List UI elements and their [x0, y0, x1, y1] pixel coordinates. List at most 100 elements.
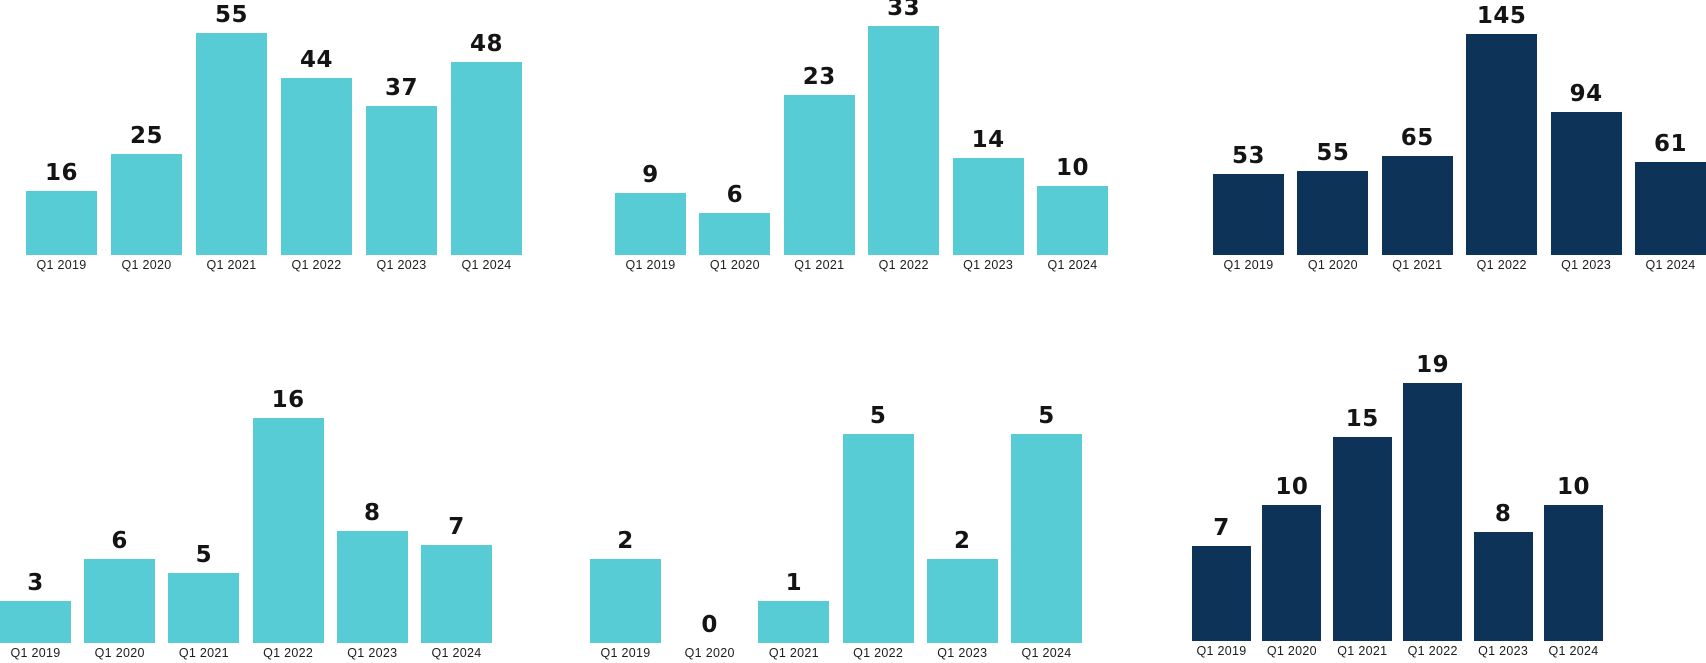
bar: [590, 559, 661, 643]
bar-chart-top-center: 9 Q1 2019 6 Q1 2020 23 Q1 2021 33 Q1 2022 14 Q1 2…: [615, 0, 1108, 272]
axis-tick-label: Q1 2024: [1047, 258, 1098, 272]
bar-value-label: 65: [1400, 125, 1434, 151]
bar: [196, 33, 267, 255]
axis-tick-label: Q1 2020: [709, 258, 760, 272]
axis-tick-label: Q1 2022: [263, 646, 314, 660]
bar: [1544, 505, 1603, 641]
bar-value-label: 19: [1416, 352, 1450, 378]
axis-tick-label: Q1 2023: [1478, 644, 1529, 658]
bar: [868, 26, 940, 255]
bar-chart-bottom-right: 7 Q1 2019 10 Q1 2020 15 Q1 2021 19 Q1 2022 8 Q1 2…: [1192, 328, 1603, 663]
bar: [1262, 505, 1322, 641]
bar: [1332, 437, 1392, 641]
bar-value-label: 48: [469, 31, 503, 57]
bar: [84, 559, 156, 643]
bar: [783, 95, 855, 255]
bar-value-label: 44: [299, 47, 333, 73]
axis-tick-label: Q1 2021: [206, 258, 257, 272]
bar-value-label: 0: [701, 612, 718, 638]
axis-tick-label: Q1 2022: [1407, 644, 1458, 658]
bar: [252, 418, 324, 643]
axis-tick-label: Q1 2022: [853, 646, 904, 660]
bar-value-label: 5: [869, 403, 887, 429]
bar-value-label: 33: [887, 0, 921, 21]
bar-value-label: 145: [1476, 3, 1527, 29]
bar: [421, 545, 492, 643]
bar: [451, 62, 522, 255]
axis-tick-label: Q1 2021: [1392, 258, 1443, 272]
bar: [842, 434, 914, 643]
axis-tick-label: Q1 2024: [1548, 644, 1599, 658]
axis-tick-label: Q1 2023: [963, 258, 1014, 272]
axis-tick-label: Q1 2021: [794, 258, 845, 272]
bar-value-label: 1: [785, 570, 803, 596]
bar-value-label: 55: [214, 2, 248, 28]
bar-value-label: 9: [642, 162, 659, 188]
bar-chart-top-left: 16 Q1 2019 25 Q1 2020 55 Q1 2021 44 Q1 2022 37 Q1…: [26, 0, 522, 272]
axis-tick-label: Q1 2023: [937, 646, 988, 660]
bar: [1037, 186, 1108, 255]
bar-chart-bottom-left: 3 Q1 2019 6 Q1 2020 5 Q1 2021 16 Q1 2022 8 Q1 202…: [0, 330, 492, 663]
bar: [952, 158, 1024, 255]
bar-value-label: 2: [617, 528, 634, 554]
axis-tick-label: Q1 2019: [36, 258, 87, 272]
axis-tick-label: Q1 2019: [10, 646, 61, 660]
bar-value-label: 7: [1213, 515, 1230, 541]
axis-tick-label: Q1 2020: [1266, 644, 1317, 658]
axis-tick-label: Q1 2022: [1476, 258, 1527, 272]
axis-tick-label: Q1 2024: [1645, 258, 1696, 272]
bar: [111, 154, 182, 255]
bar: [1297, 171, 1369, 255]
axis-tick-label: Q1 2024: [1021, 646, 1072, 660]
bar-value-label: 10: [1275, 474, 1309, 500]
bar-value-label: 37: [384, 75, 418, 101]
axis-tick-label: Q1 2021: [768, 646, 819, 660]
bar-value-label: 55: [1316, 140, 1350, 166]
axis-tick-label: Q1 2023: [1561, 258, 1612, 272]
bar: [758, 601, 830, 643]
bar-value-label: 6: [111, 528, 128, 554]
axis-tick-label: Q1 2019: [1196, 644, 1247, 658]
axis-tick-label: Q1 2024: [431, 646, 482, 660]
axis-tick-label: Q1 2020: [94, 646, 145, 660]
axis-tick-label: Q1 2020: [121, 258, 172, 272]
axis-tick-label: Q1 2020: [1307, 258, 1358, 272]
axis-tick-label: Q1 2023: [376, 258, 427, 272]
axis-tick-label: Q1 2023: [347, 646, 398, 660]
bar-value-label: 6: [726, 182, 744, 208]
bar: [1473, 532, 1533, 641]
bar-value-label: 10: [1556, 474, 1590, 500]
axis-tick-label: Q1 2019: [1223, 258, 1274, 272]
bar: [1635, 162, 1706, 255]
bar: [1213, 174, 1284, 255]
bar-value-label: 16: [44, 160, 78, 186]
bar: [336, 531, 408, 643]
bar-value-label: 8: [1494, 501, 1512, 527]
bar: [1466, 34, 1538, 255]
axis-tick-label: Q1 2021: [178, 646, 229, 660]
bar: [1192, 546, 1251, 641]
axis-tick-label: Q1 2020: [684, 646, 735, 660]
bar-value-label: 61: [1653, 131, 1687, 157]
bar: [1403, 383, 1463, 641]
bar-value-label: 16: [271, 387, 305, 413]
bar-value-label: 25: [129, 123, 163, 149]
axis-tick-label: Q1 2019: [600, 646, 651, 660]
bar-value-label: 2: [954, 528, 971, 554]
bar: [1381, 156, 1453, 255]
bar: [615, 193, 686, 255]
axis-tick-label: Q1 2024: [461, 258, 512, 272]
bar-value-label: 5: [195, 542, 213, 568]
bar: [281, 78, 352, 255]
bar-value-label: 94: [1569, 81, 1603, 107]
bar-value-label: 15: [1345, 406, 1379, 432]
axis-tick-label: Q1 2022: [291, 258, 342, 272]
bar-chart-bottom-center: 2 Q1 2019 0 Q1 2020 1 Q1 2021 5 Q1 2022 2 Q1 2023…: [590, 330, 1082, 663]
axis-tick-label: Q1 2019: [625, 258, 676, 272]
bar-value-label: 5: [1038, 403, 1055, 429]
bar: [699, 213, 771, 255]
bar-value-label: 10: [1055, 155, 1089, 181]
axis-tick-label: Q1 2021: [1337, 644, 1388, 658]
bar: [1011, 434, 1082, 643]
